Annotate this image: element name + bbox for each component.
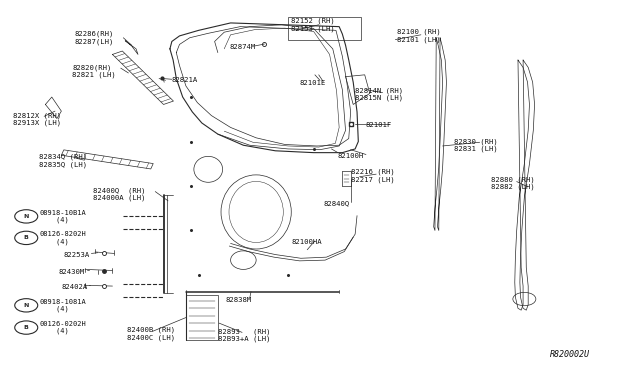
Text: 08918-10B1A
    (4): 08918-10B1A (4) — [39, 210, 86, 223]
Text: 08918-1081A
    (4): 08918-1081A (4) — [39, 299, 86, 312]
Text: N: N — [24, 214, 29, 219]
Text: 82840Q: 82840Q — [323, 200, 349, 206]
Text: 82100H: 82100H — [338, 153, 364, 158]
Text: 82152 (RH)
82153 (LH): 82152 (RH) 82153 (LH) — [291, 18, 335, 32]
Text: 82253A: 82253A — [63, 251, 90, 257]
Text: 82100 (RH)
82101 (LH): 82100 (RH) 82101 (LH) — [397, 29, 440, 43]
Text: 08126-8202H
    (4): 08126-8202H (4) — [39, 231, 86, 245]
Text: 82101E: 82101E — [300, 80, 326, 86]
Text: 82430M: 82430M — [58, 269, 84, 275]
Text: 82820(RH)
82821 (LH): 82820(RH) 82821 (LH) — [72, 64, 116, 78]
Text: B: B — [24, 235, 29, 240]
Text: R820002U: R820002U — [550, 350, 590, 359]
Text: B: B — [24, 325, 29, 330]
Text: 82100HA: 82100HA — [291, 239, 322, 245]
Text: 82893   (RH)
82B93+A (LH): 82893 (RH) 82B93+A (LH) — [218, 328, 270, 342]
Text: 82834Q (RH)
82835Q (LH): 82834Q (RH) 82835Q (LH) — [39, 154, 87, 168]
Text: 82830 (RH)
82831 (LH): 82830 (RH) 82831 (LH) — [454, 138, 498, 152]
Text: 00126-0202H
    (4): 00126-0202H (4) — [39, 321, 86, 334]
Text: 82286(RH)
82287(LH): 82286(RH) 82287(LH) — [74, 31, 113, 45]
Text: 82400B (RH)
82400C (LH): 82400B (RH) 82400C (LH) — [127, 327, 175, 340]
Text: 82402A: 82402A — [61, 284, 88, 290]
Text: 82814N (RH)
82815N (LH): 82814N (RH) 82815N (LH) — [355, 87, 403, 101]
Text: 82812X (RH)
82913X (LH): 82812X (RH) 82913X (LH) — [13, 112, 61, 126]
Text: 82874M: 82874M — [229, 44, 255, 50]
Text: 82880 (RH)
82882 (LH): 82880 (RH) 82882 (LH) — [491, 176, 535, 190]
Text: 82216 (RH)
82217 (LH): 82216 (RH) 82217 (LH) — [351, 169, 394, 183]
Text: 82400Q  (RH)
824000A (LH): 82400Q (RH) 824000A (LH) — [93, 187, 146, 201]
Text: 82101F: 82101F — [366, 122, 392, 128]
Text: 82838M: 82838M — [225, 297, 252, 303]
Text: 82821A: 82821A — [172, 77, 198, 83]
Bar — [186, 295, 218, 340]
Text: N: N — [24, 303, 29, 308]
